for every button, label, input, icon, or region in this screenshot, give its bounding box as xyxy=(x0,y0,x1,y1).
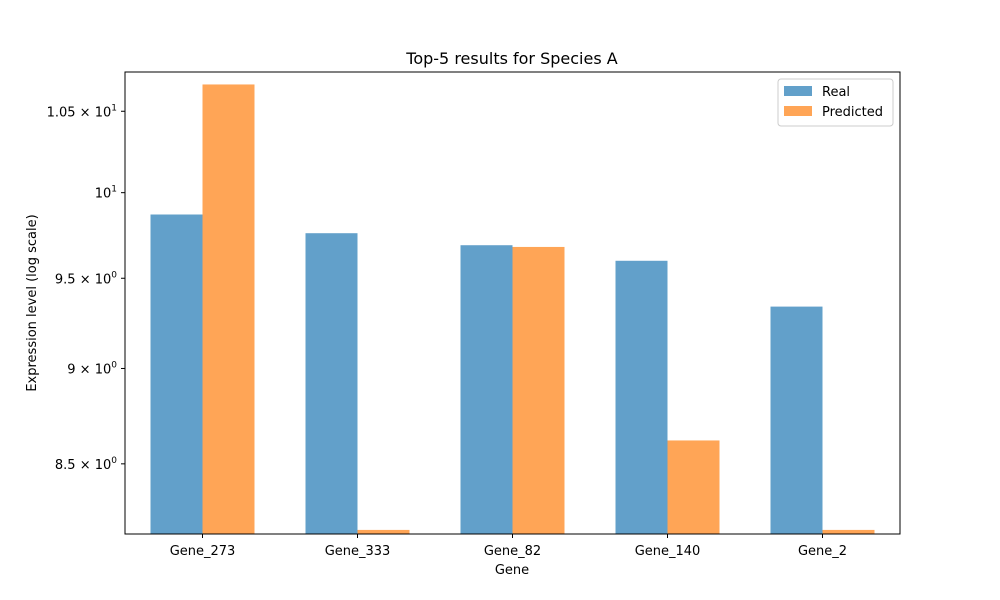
bar-predicted-gene_2 xyxy=(822,529,875,534)
y-axis-ticks: 8.5 × 100 9 × 100 9.5 × 100 101 1.05 × 101 xyxy=(47,103,125,473)
bar-real-gene_273 xyxy=(150,214,203,534)
bar-real-gene_82 xyxy=(460,245,513,535)
y-tick-label: 8.5 × 100 xyxy=(55,456,117,473)
y-tick-label: 101 xyxy=(95,185,117,202)
bar-predicted-gene_140 xyxy=(667,440,720,534)
bar-real-gene_2 xyxy=(770,306,823,534)
bar-predicted-gene_273 xyxy=(202,84,255,535)
x-tick-label: Gene_2 xyxy=(798,544,847,559)
bar-real-gene_333 xyxy=(305,233,358,534)
legend-swatch-real xyxy=(784,86,812,96)
x-axis-label: Gene xyxy=(495,563,529,578)
y-tick-label: 9.5 × 100 xyxy=(55,270,117,287)
x-tick-label: Gene_140 xyxy=(635,544,701,559)
legend-swatch-predicted xyxy=(784,106,812,116)
bars-group xyxy=(150,84,875,535)
bar-predicted-gene_82 xyxy=(512,246,565,534)
y-tick-label: 9 × 100 xyxy=(67,360,117,377)
y-tick-label: 1.05 × 101 xyxy=(47,103,117,120)
x-tick-label: Gene_273 xyxy=(170,544,236,559)
bar-real-gene_140 xyxy=(615,260,668,534)
x-axis-ticks: Gene_273 Gene_333 Gene_82 Gene_140 Gene_2 xyxy=(170,534,847,559)
x-tick-label: Gene_333 xyxy=(325,544,391,559)
legend-label-predicted: Predicted xyxy=(822,105,883,120)
legend: Real Predicted xyxy=(777,78,894,127)
x-tick-label: Gene_82 xyxy=(484,544,541,559)
chart-title: Top-5 results for Species A xyxy=(405,49,617,68)
legend-label-real: Real xyxy=(822,85,850,100)
bar-predicted-gene_333 xyxy=(357,529,410,534)
y-axis-label: Expression level (log scale) xyxy=(25,214,40,391)
